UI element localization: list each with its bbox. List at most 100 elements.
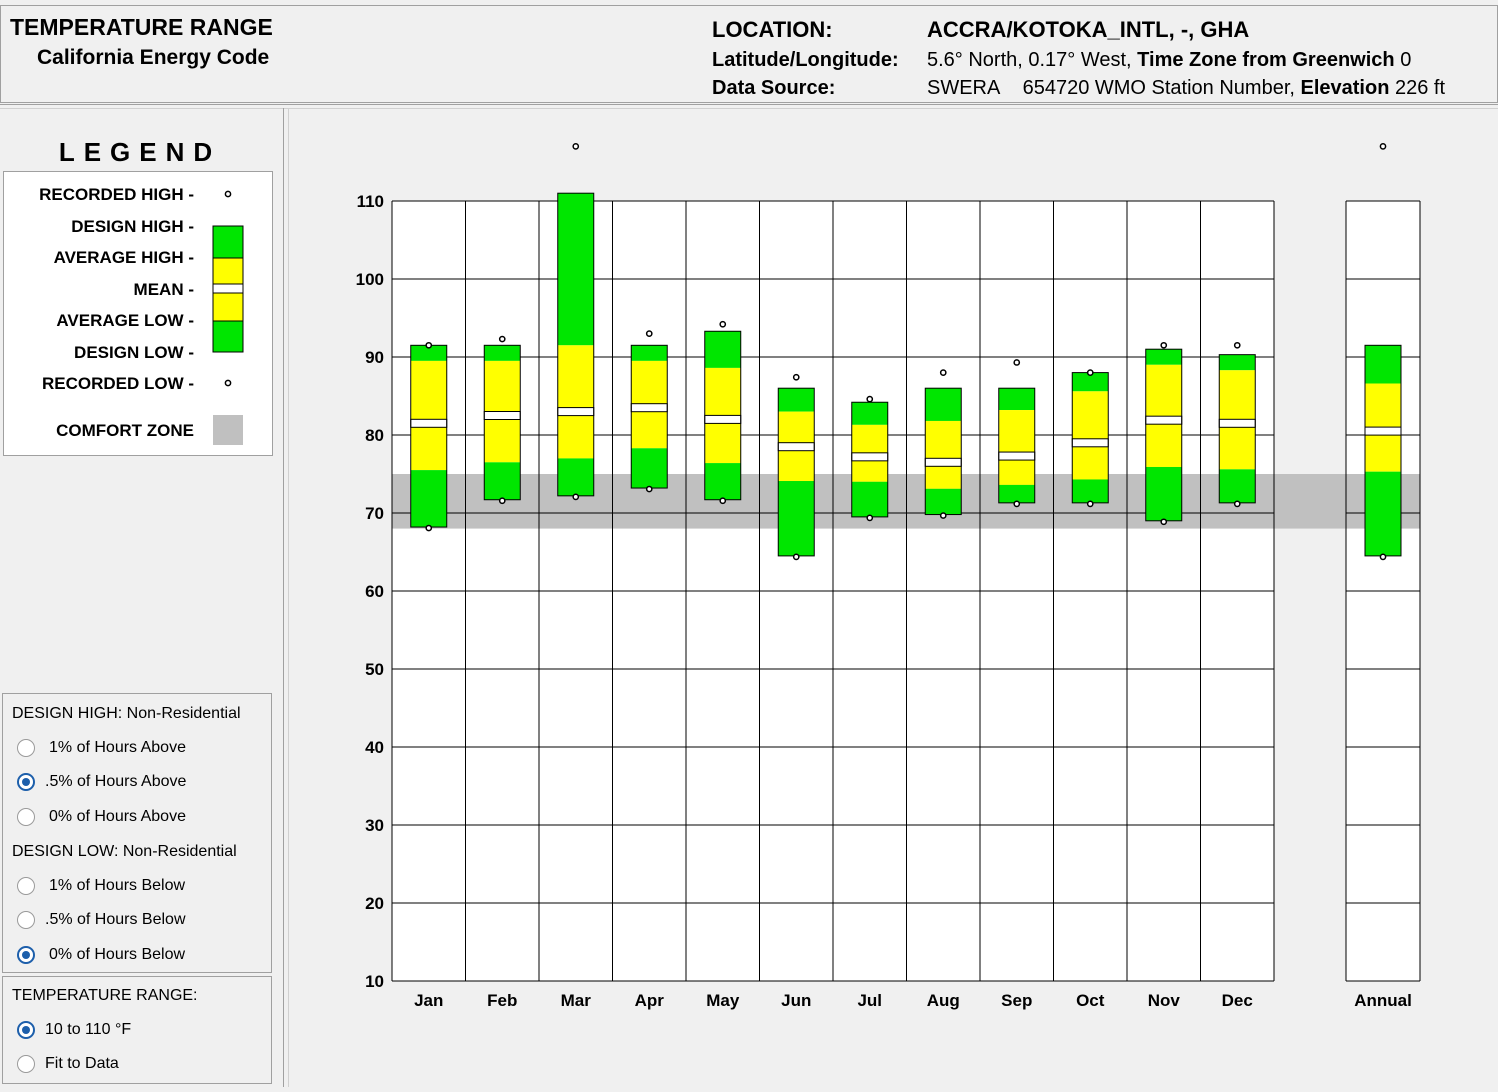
mean-marker-nov (1145, 415, 1183, 425)
design-low-option-half-pct[interactable]: .5% of Hours Below (17, 909, 186, 931)
design-high-option-half-pct[interactable]: .5% of Hours Above (17, 771, 186, 793)
design-high-option-1pct[interactable]: 1% of Hours Above (17, 737, 186, 759)
radio-button[interactable] (17, 877, 35, 895)
option-label: 0% of Hours Above (49, 808, 186, 825)
mean-marker-jun (777, 442, 815, 452)
mean-marker-jul (851, 452, 889, 462)
x-tick-label: Dec (1222, 991, 1253, 1010)
legend-mean-swatch (212, 283, 244, 294)
average-band-oct (1072, 391, 1109, 480)
radio-button-selected[interactable] (17, 1021, 35, 1039)
legend-title: LEGEND (58, 137, 222, 167)
elevation-value: 226 ft (1394, 77, 1446, 99)
source-line: SWERA 654720 WMO Station Number, Elevati… (927, 77, 1445, 100)
average-band-aug (925, 420, 962, 489)
design-low-band-jun (778, 481, 815, 556)
option-label: 1% of Hours Below (49, 877, 186, 894)
design-low-band-dec (1219, 469, 1256, 503)
mean-marker-mar (557, 407, 595, 417)
recorded-high-point-annual (1379, 143, 1387, 150)
radio-button[interactable] (17, 911, 35, 929)
x-tick-label: May (706, 991, 740, 1010)
y-tick-label: 60 (365, 582, 384, 601)
radio-button[interactable] (17, 739, 35, 757)
recorded-high-point-dec (1233, 341, 1241, 349)
design-low-option-1pct[interactable]: 1% of Hours Below (17, 875, 185, 897)
legend-comfort-zone: COMFORT ZONE (56, 421, 194, 440)
design-high-band-apr (631, 345, 668, 361)
mean-marker-aug (924, 457, 962, 467)
radio-button-selected[interactable] (17, 946, 35, 964)
y-tick-label: 110 (357, 192, 384, 211)
legend-recorded-low-marker (224, 379, 232, 387)
range-option-fit[interactable]: Fit to Data (17, 1053, 119, 1075)
recorded-low-point-jan (425, 524, 433, 532)
latlon-line: 5.6° North, 0.17° West, Time Zone from G… (927, 49, 1411, 72)
radio-button[interactable] (17, 1055, 35, 1073)
design-low-band-may (704, 463, 741, 500)
option-label: Fit to Data (45, 1055, 119, 1072)
average-band-mar (557, 345, 594, 459)
recorded-high-point-mar (572, 143, 580, 150)
legend-design-low: DESIGN LOW - (74, 343, 194, 362)
legend-design-high: DESIGN HIGH - (71, 217, 194, 236)
recorded-high-point-apr (645, 330, 653, 337)
recorded-low-point-feb (498, 497, 506, 505)
design-high-band-mar (557, 193, 594, 346)
recorded-high-point-sep (1013, 359, 1021, 366)
design-low-band-apr (631, 448, 668, 489)
legend-average-high-swatch (212, 257, 244, 285)
station-text: 654720 WMO Station Number, (1022, 77, 1295, 99)
temperature-range-heading: TEMPERATURE RANGE: (12, 987, 198, 1004)
temperature-range-panel: TEMPERATURE RANGE: 10 to 110 °F Fit to D… (2, 976, 272, 1084)
design-low-band-sep (998, 484, 1035, 503)
y-tick-label: 50 (365, 660, 384, 679)
range-option-fixed[interactable]: 10 to 110 °F (17, 1019, 131, 1041)
recorded-low-point-sep (1013, 500, 1021, 508)
panel-divider (283, 108, 289, 1087)
design-high-band-nov (1145, 349, 1182, 365)
design-high-band-may (704, 331, 741, 368)
recorded-high-point-aug (939, 369, 947, 376)
option-label: 0% of Hours Below (49, 946, 186, 963)
design-low-band-mar (557, 458, 594, 496)
legend-average-low: AVERAGE LOW - (56, 311, 194, 330)
design-high-option-0pct[interactable]: 0% of Hours Above (17, 806, 186, 828)
legend-design-high-swatch (212, 225, 244, 259)
recorded-low-point-oct (1086, 500, 1094, 508)
legend-recorded-high-marker (224, 190, 232, 198)
recorded-low-point-jul (866, 514, 874, 522)
recorded-high-point-feb (498, 335, 506, 343)
mean-marker-may (704, 414, 742, 424)
design-low-band-oct (1072, 479, 1109, 503)
y-tick-label: 30 (365, 816, 384, 835)
radio-button-selected[interactable] (17, 773, 35, 791)
design-high-band-aug (925, 388, 962, 421)
recorded-high-point-jun (792, 373, 800, 381)
design-low-band-annual (1365, 471, 1401, 556)
design-high-band-oct (1072, 372, 1109, 392)
recorded-high-point-jul (866, 395, 874, 403)
y-tick-label: 80 (365, 426, 384, 445)
option-label: .5% of Hours Above (45, 773, 187, 790)
legend-design-low-swatch (212, 320, 244, 353)
x-tick-label: Aug (927, 991, 960, 1010)
design-low-option-0pct[interactable]: 0% of Hours Below (17, 944, 185, 966)
location-label: LOCATION: (712, 17, 833, 42)
design-low-band-nov (1145, 466, 1182, 521)
radio-button[interactable] (17, 808, 35, 826)
y-tick-label: 20 (365, 894, 384, 913)
page-title: TEMPERATURE RANGE (10, 14, 273, 40)
y-tick-label: 90 (365, 348, 384, 367)
elevation-label: Elevation (1300, 77, 1390, 99)
recorded-low-point-annual (1379, 553, 1387, 561)
design-low-heading: DESIGN LOW: Non-Residential (12, 843, 237, 860)
average-band-sep (998, 410, 1035, 485)
design-low-band-jan (410, 470, 447, 528)
header-divider (0, 104, 1498, 109)
x-tick-label: Jun (781, 991, 811, 1010)
option-label: 10 to 110 °F (45, 1021, 132, 1038)
x-tick-label: Jan (414, 991, 443, 1010)
y-tick-label: 10 (365, 972, 384, 991)
x-tick-label: Sep (1001, 991, 1032, 1010)
